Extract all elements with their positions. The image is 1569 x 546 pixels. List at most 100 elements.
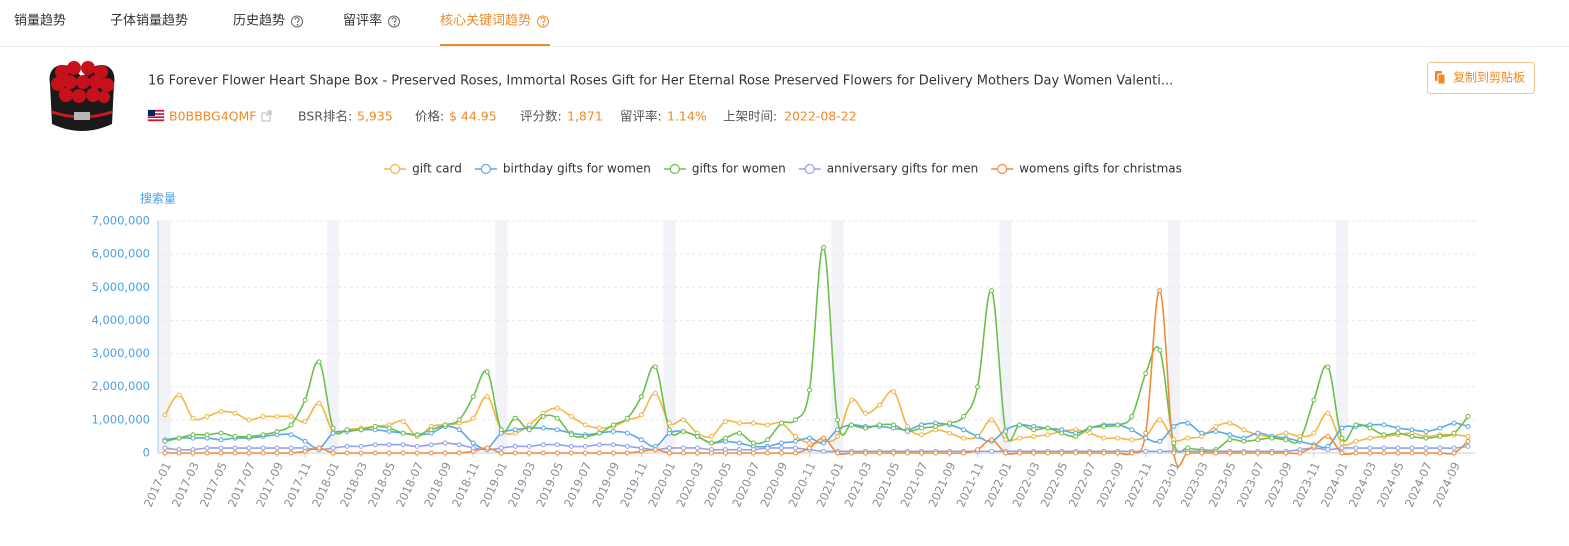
data-point <box>274 450 280 456</box>
data-point <box>1367 445 1373 451</box>
legend-item[interactable]: anniversary gifts for men <box>798 162 979 176</box>
data-point <box>905 428 911 434</box>
data-point <box>1157 288 1163 294</box>
data-point <box>1143 430 1149 436</box>
data-point <box>778 420 784 426</box>
data-point <box>582 422 588 428</box>
data-point <box>582 433 588 439</box>
stat-label: 评分数: <box>520 109 562 124</box>
data-point <box>1269 435 1275 441</box>
data-point <box>1087 425 1093 431</box>
y-tick-label: 2,000,000 <box>91 379 150 393</box>
data-point <box>1339 440 1345 446</box>
help-icon <box>537 15 549 28</box>
data-point <box>162 412 168 418</box>
data-point <box>554 427 560 433</box>
legend-marker <box>997 163 1008 175</box>
copy-button-label[interactable]: 复制到剪贴板 <box>1453 70 1525 85</box>
series-line <box>164 246 1469 453</box>
data-point <box>1227 437 1233 443</box>
data-point <box>1437 425 1443 431</box>
legend-item[interactable]: birthday gifts for women <box>474 162 651 176</box>
legend-marker <box>480 163 491 175</box>
copy-button[interactable]: 复制到剪贴板 <box>1427 62 1535 94</box>
asin[interactable]: B0BBBG4QMF <box>169 109 257 124</box>
data-point <box>428 450 434 456</box>
data-point <box>274 414 280 420</box>
data-point <box>877 422 883 428</box>
tab-active[interactable]: 核心关键词趋势 <box>440 13 531 29</box>
data-point <box>1157 438 1163 444</box>
tab[interactable]: 销量趋势 <box>14 13 66 29</box>
data-point <box>470 448 476 454</box>
data-point <box>1143 435 1149 441</box>
data-point <box>1325 447 1331 453</box>
legend-item[interactable]: gifts for women <box>663 162 786 176</box>
data-point <box>750 450 756 456</box>
data-point <box>1213 423 1219 429</box>
data-point <box>1017 450 1023 456</box>
data-point <box>806 435 812 441</box>
data-point <box>891 389 897 395</box>
data-point <box>778 450 784 456</box>
data-point <box>428 442 434 448</box>
data-point <box>1157 417 1163 423</box>
data-point <box>1185 420 1191 426</box>
data-point <box>260 414 266 420</box>
data-point <box>708 440 714 446</box>
tab[interactable]: 历史趋势 <box>233 13 285 29</box>
data-point <box>891 450 897 456</box>
data-point <box>1325 410 1331 416</box>
data-point <box>806 440 812 446</box>
data-point <box>750 440 756 446</box>
data-point <box>232 433 238 439</box>
data-point <box>554 405 560 411</box>
legend-marker <box>669 163 680 175</box>
data-point <box>316 400 322 406</box>
data-point <box>989 437 995 443</box>
data-point <box>624 430 630 436</box>
data-point <box>1353 445 1359 451</box>
data-point <box>1003 450 1009 456</box>
data-point <box>919 450 925 456</box>
data-point <box>849 450 855 456</box>
data-point <box>1423 428 1429 434</box>
data-point <box>456 417 462 423</box>
stat-value: 1.14% <box>667 109 707 124</box>
data-point <box>1003 437 1009 443</box>
data-point <box>1325 433 1331 439</box>
data-point <box>736 440 742 446</box>
legend-item[interactable]: gift card <box>384 162 462 176</box>
year-bands <box>159 221 1348 453</box>
data-point <box>1423 445 1429 451</box>
data-point <box>1395 425 1401 431</box>
data-point <box>764 437 770 443</box>
data-point <box>1031 433 1037 439</box>
help-icon <box>291 15 303 28</box>
data-point <box>204 432 210 438</box>
data-point <box>190 432 196 438</box>
data-point <box>484 394 490 400</box>
data-point <box>1381 450 1387 456</box>
tab[interactable]: 留评率 <box>343 13 382 29</box>
data-point <box>1339 445 1345 451</box>
data-point <box>1157 448 1163 454</box>
tab[interactable]: 子体销量趋势 <box>110 13 188 29</box>
data-point <box>344 443 350 449</box>
data-point <box>330 450 336 456</box>
data-point <box>849 397 855 403</box>
data-point <box>680 445 686 451</box>
data-point <box>610 422 616 428</box>
data-point <box>694 445 700 451</box>
data-point <box>526 443 532 449</box>
data-point <box>260 445 266 451</box>
legend: gift card birthday gifts for women gifts f… <box>384 162 1182 176</box>
data-point <box>190 415 196 421</box>
data-point <box>176 435 182 441</box>
data-point <box>919 432 925 438</box>
data-point <box>288 432 294 438</box>
data-point <box>638 394 644 400</box>
legend-item[interactable]: womens gifts for christmas <box>991 162 1182 176</box>
stat-value: $ 44.95 <box>449 109 497 124</box>
data-point <box>246 450 252 456</box>
